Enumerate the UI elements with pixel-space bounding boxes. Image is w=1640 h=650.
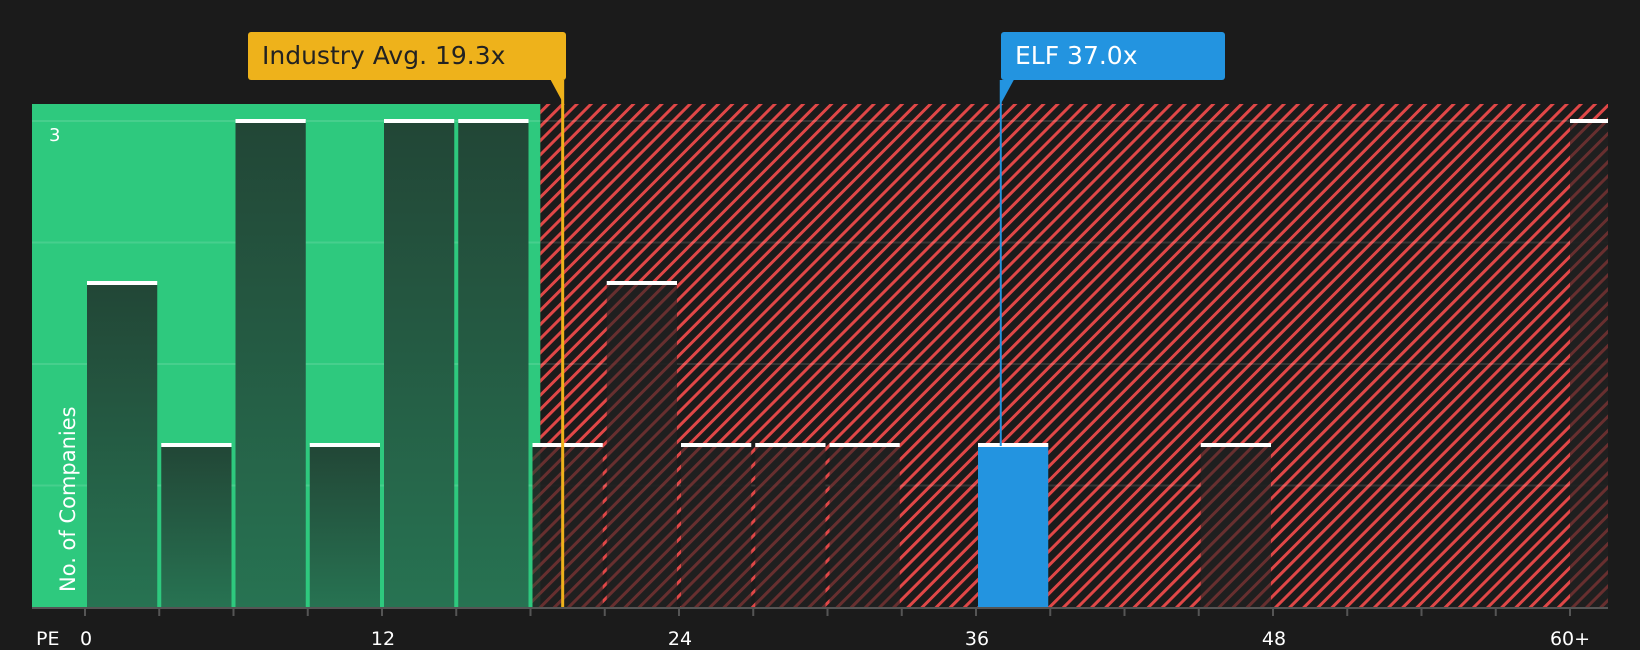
histogram-bar (829, 445, 900, 607)
y-axis-title: No. of Companies (56, 406, 80, 592)
histogram-bar (532, 445, 603, 607)
histogram-bar (161, 445, 232, 607)
bar-cap (1200, 443, 1271, 447)
elf-pe-callout: ELF 37.0x (1001, 32, 1225, 80)
x-tick-label: 12 (370, 628, 396, 650)
histogram-bar (309, 445, 380, 607)
bar-cap (87, 281, 158, 285)
histogram-bar (978, 445, 1049, 607)
y-tick-label: 3 (49, 125, 61, 146)
histogram-bar (384, 121, 455, 607)
bar-cap (161, 443, 232, 447)
bar-cap (681, 443, 752, 447)
elf-callout-pointer (1000, 80, 1014, 104)
bar-cap (978, 443, 1049, 447)
histogram-bar (606, 283, 677, 607)
x-tick-label: 48 (1261, 628, 1287, 650)
bar-cap (458, 119, 529, 123)
industry-callout-pointer (550, 80, 564, 104)
bar-cap (384, 119, 455, 123)
x-tick-label: 24 (667, 628, 693, 650)
bar-cap (235, 119, 306, 123)
histogram-bar (1200, 445, 1271, 607)
bar-cap (532, 443, 603, 447)
bar-cap (309, 443, 380, 447)
histogram-bar (1570, 121, 1608, 607)
histogram-bar (458, 121, 529, 607)
x-axis-prefix: PE (36, 628, 60, 650)
x-tick-label: 36 (964, 628, 990, 650)
bar-cap (755, 443, 826, 447)
x-tick-label: 0 (79, 628, 93, 650)
bar-cap (1570, 119, 1608, 123)
plot-area (32, 80, 1608, 616)
bar-cap (829, 443, 900, 447)
histogram-bar (87, 283, 158, 607)
x-tick-label: 60+ (1549, 628, 1591, 650)
bar-cap (606, 281, 677, 285)
industry-average-callout: Industry Avg. 19.3x (248, 32, 566, 80)
histogram-bar (681, 445, 752, 607)
histogram-bar (755, 445, 826, 607)
histogram-bar (235, 121, 306, 607)
